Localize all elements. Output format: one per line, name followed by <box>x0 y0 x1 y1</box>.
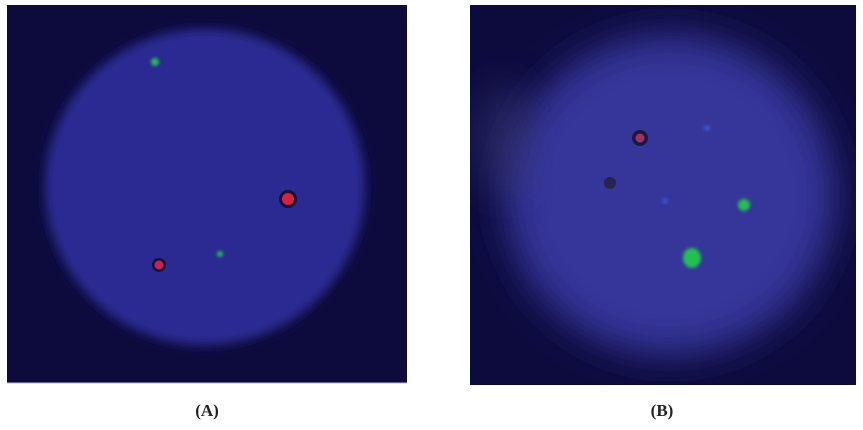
panel-label: (B) <box>651 401 674 420</box>
panel-label: (A) <box>195 401 219 420</box>
image-panel-a <box>7 5 407 383</box>
image-panel-b <box>470 5 856 385</box>
figure: (A) (B) <box>0 0 863 425</box>
